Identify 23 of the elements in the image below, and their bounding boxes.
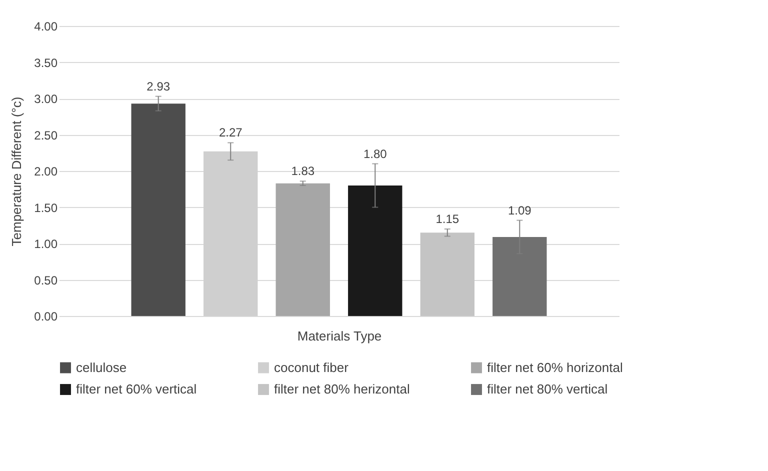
- y-tick-label: 3.50: [34, 56, 58, 70]
- data-label: 1.83: [291, 164, 315, 178]
- y-tick-label: 0.00: [34, 310, 58, 324]
- data-label: 1.15: [436, 212, 460, 226]
- data-label: 1.80: [363, 146, 388, 161]
- legend-label: filter net 60% vertical: [76, 382, 197, 396]
- data-label: 2.27: [218, 126, 243, 140]
- y-tick-label: 4.00: [34, 20, 58, 34]
- y-tick-label: 2.50: [34, 128, 58, 142]
- legend-label: coconut fiber: [274, 360, 350, 375]
- y-tick-label: 0.50: [34, 273, 58, 288]
- legend-label: filter net 80% vertical: [487, 382, 608, 396]
- legend-label: filter net 60% horizontal: [487, 360, 623, 375]
- y-tick-label: 1.50: [34, 200, 58, 215]
- y-tick-label: 1.00: [34, 237, 58, 251]
- legend-label: filter net 80% herizontal: [274, 382, 410, 396]
- data-label: 1.09: [508, 203, 532, 218]
- y-tick-label: 2.00: [34, 164, 58, 178]
- y-tick-label: 3.00: [34, 92, 58, 106]
- legend-label: cellulose: [76, 360, 127, 375]
- x-axis-title: Materials Type: [297, 328, 382, 344]
- y-axis-title: Temperature Different (°c): [9, 96, 24, 246]
- data-label: 2.93: [146, 79, 170, 94]
